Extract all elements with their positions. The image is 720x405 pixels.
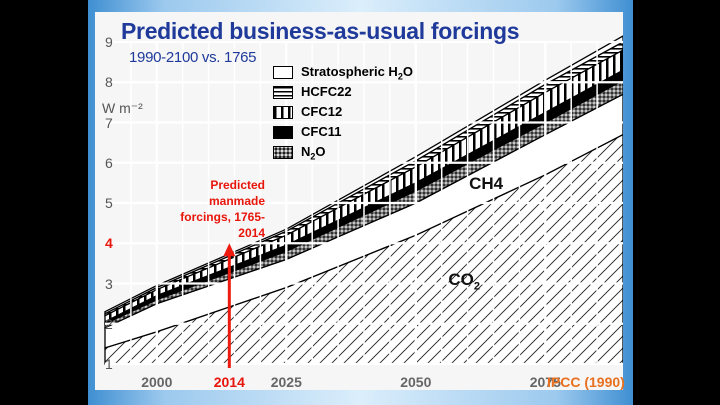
y-tick-label: 2	[105, 315, 113, 332]
legend-swatch	[273, 106, 293, 119]
legend-label: N2O	[301, 144, 326, 162]
y-tick-label: 5	[105, 195, 113, 211]
forcing-note: Predicted manmade forcings, 1765-2014	[180, 178, 265, 240]
highlight-arrow-head	[223, 243, 236, 257]
y-axis-unit: W m⁻²	[102, 100, 143, 116]
slide: Predicted business-as-usual forcings 199…	[88, 0, 633, 405]
y-tick-label: 3	[105, 275, 113, 292]
y-tick-label: 7	[105, 114, 113, 131]
chart-card: Predicted business-as-usual forcings 199…	[95, 12, 625, 390]
legend-swatch	[273, 86, 293, 99]
y-tick-label: 6	[105, 154, 113, 171]
legend-swatch	[273, 66, 293, 79]
legend-label: HCFC22	[301, 84, 352, 99]
x-tick-label: 2075	[529, 374, 561, 390]
chart-title: Predicted business-as-usual forcings	[121, 18, 520, 44]
x-tick-label: 2025	[270, 374, 302, 390]
legend-label: CFC12	[301, 104, 343, 119]
annotation-co2: CO2	[448, 270, 481, 293]
source-label: IPCC (1990)	[547, 374, 625, 390]
annotation-ch4: CH4	[469, 173, 504, 193]
x-tick-label: 2050	[400, 374, 432, 390]
legend-swatch	[273, 146, 293, 159]
highlight-2014-group	[223, 243, 236, 368]
legend-label: Stratospheric H2O	[301, 64, 413, 82]
y-tick-label: 4	[105, 235, 113, 252]
legend-label: CFC11	[301, 124, 342, 139]
chart-subtitle: 1990-2100 vs. 1765	[129, 49, 257, 66]
y-tick-label: 1	[105, 356, 113, 372]
y-tick-label: 9	[105, 34, 113, 50]
y-tick-label: 8	[105, 74, 113, 91]
x-tick-label: 2000	[141, 374, 173, 390]
legend-swatch	[273, 126, 293, 139]
grid-lines	[105, 40, 623, 366]
x-tick-label-highlight: 2014	[213, 374, 245, 390]
chart-plot	[104, 35, 623, 368]
